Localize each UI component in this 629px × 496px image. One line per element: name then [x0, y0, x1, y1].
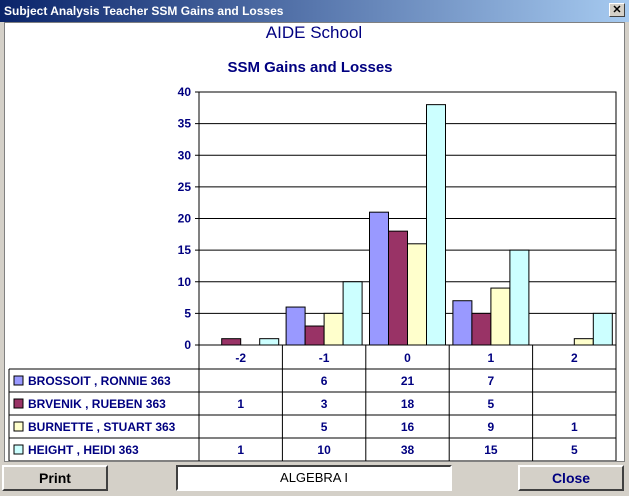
data-label: 16	[401, 420, 415, 434]
bar	[452, 300, 473, 346]
ssm-chart: AIDE School SSM Gains and Losses 0510152…	[8, 23, 617, 462]
data-label: 21	[401, 374, 415, 388]
legend-label: BRVENIK , RUEBEN 363	[28, 397, 166, 411]
x-tick-label: -2	[235, 351, 246, 365]
x-tick-label: -1	[319, 351, 330, 365]
bar	[573, 338, 594, 346]
bar	[592, 312, 613, 346]
y-tick-label: 30	[178, 148, 192, 162]
y-tick-label: 25	[178, 180, 192, 194]
data-label: 18	[401, 397, 415, 411]
bar	[304, 325, 325, 346]
bar	[471, 312, 492, 346]
chart-area: AIDE School SSM Gains and Losses 0 5 10 15 2…	[4, 22, 625, 462]
y-tick-label: 20	[178, 212, 192, 226]
data-label: 1	[237, 397, 244, 411]
data-label: 3	[321, 397, 328, 411]
bottom-bar: Print ALGEBRA I Close	[0, 462, 629, 496]
bar	[221, 338, 242, 346]
legend-label: BROSSOIT , RONNIE 363	[28, 374, 171, 388]
data-label: 7	[488, 374, 495, 388]
bar	[407, 243, 427, 346]
bar	[369, 211, 389, 346]
data-label: 38	[401, 443, 415, 457]
data-label: 1	[237, 443, 244, 457]
data-label: 5	[571, 443, 578, 457]
chart-title: AIDE School	[266, 23, 362, 42]
print-button[interactable]: Print	[2, 465, 108, 491]
x-tick-label: 1	[488, 351, 495, 365]
data-label: 15	[484, 443, 498, 457]
bar	[323, 312, 344, 346]
window-title: Subject Analysis Teacher SSM Gains and L…	[4, 4, 284, 18]
close-icon[interactable]: ✕	[609, 3, 625, 17]
y-tick-label: 15	[178, 243, 192, 257]
legend-swatch	[13, 398, 24, 409]
bar	[509, 249, 530, 346]
data-label: 10	[317, 443, 331, 457]
legend-swatch	[13, 444, 24, 455]
data-label: 5	[321, 420, 328, 434]
subject-field: ALGEBRA I	[176, 465, 452, 491]
legend-swatch	[13, 421, 24, 432]
y-tick-label: 40	[178, 85, 192, 99]
data-label: 1	[571, 420, 578, 434]
legend-swatch	[13, 375, 24, 386]
bar	[388, 230, 408, 346]
bar	[490, 287, 511, 346]
title-bar: Subject Analysis Teacher SSM Gains and L…	[0, 0, 629, 22]
bar	[285, 306, 306, 346]
x-tick-label: 2	[571, 351, 578, 365]
x-tick-label: 0	[404, 351, 411, 365]
bar	[426, 104, 446, 346]
y-tick-label: 5	[184, 306, 191, 320]
bar	[342, 281, 363, 346]
legend-label: HEIGHT , HEIDI 363	[28, 443, 139, 457]
data-label: 5	[488, 397, 495, 411]
y-tick-label: 35	[178, 117, 192, 131]
bar	[259, 338, 280, 346]
chart-subtitle: SSM Gains and Losses	[227, 59, 392, 76]
y-tick-label: 10	[178, 275, 192, 289]
data-label: 9	[488, 420, 495, 434]
close-button[interactable]: Close	[518, 465, 624, 491]
legend-label: BURNETTE , STUART 363	[28, 420, 176, 434]
data-label: 6	[321, 374, 328, 388]
y-tick-label: 0	[184, 338, 191, 352]
